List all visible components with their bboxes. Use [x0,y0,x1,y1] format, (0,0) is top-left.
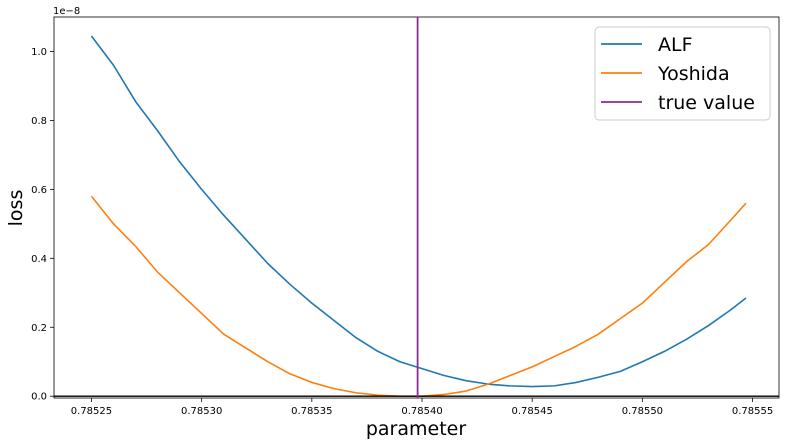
series-lines [54,17,779,398]
x-tick-label: 0.78535 [291,406,332,417]
y-tick-label: 0.8 [31,116,47,127]
legend-label: Yoshida [657,63,730,85]
axes-frame [53,16,780,399]
x-tick-label: 0.78540 [401,406,442,417]
y-tick-label: 0.0 [31,392,47,403]
legend-label: true value [658,92,755,114]
x-tick-label: 0.78550 [622,406,663,417]
x-tick-label: 0.78545 [512,406,553,417]
legend-box [594,26,771,121]
y-axis-label: loss [5,190,27,227]
x-tick-label: 0.78525 [71,406,112,417]
y-tick-label: 0.6 [31,185,47,196]
y-tick-label: 0.2 [31,323,47,334]
legend: ALF Yoshida true value [594,26,771,121]
x-tick-label: 0.78530 [181,406,222,417]
x-tick-label: 0.78555 [732,406,773,417]
series-line-alf [90,35,747,388]
plot-area [53,16,780,399]
y-tick-label: 0.4 [31,254,47,265]
x-axis-ticks: 0.78525 0.78530 0.78535 0.78540 0.78545 0.785… [71,398,773,417]
y-tick-label: 1.0 [31,47,47,58]
y-axis-ticks: 0.0 0.2 0.4 0.6 0.8 1.0 [31,47,54,403]
x-axis-label: parameter [366,418,466,440]
y-offset-text: 1e−8 [53,6,80,17]
legend-label: ALF [658,34,693,56]
